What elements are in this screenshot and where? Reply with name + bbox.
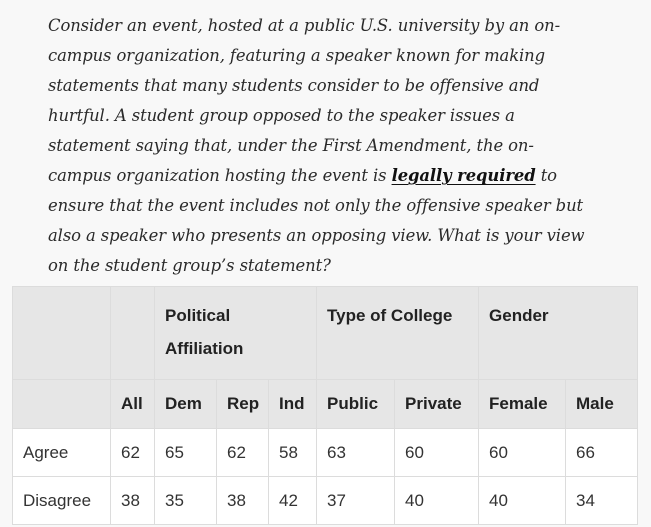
group-header-college: Type of College <box>316 286 480 380</box>
column-header-public: Public <box>316 379 396 429</box>
cell-female: 40 <box>478 476 567 525</box>
cell-public: 37 <box>316 476 396 525</box>
column-header-all: All <box>110 379 155 429</box>
column-header-ind: Ind <box>267 379 318 429</box>
row-label: Agree <box>12 428 111 477</box>
column-header-private: Private <box>394 379 480 429</box>
cell-female: 60 <box>478 428 567 477</box>
cell-public: 63 <box>316 428 396 477</box>
cell-dem: 35 <box>154 476 217 525</box>
table-row-disagree: Disagree 38 35 38 42 37 40 40 34 <box>12 476 639 525</box>
column-header-dem: Dem <box>154 379 217 429</box>
empty-all-group-cell <box>110 286 155 380</box>
cell-male: 34 <box>565 476 639 525</box>
row-label: Disagree <box>12 476 111 525</box>
column-header-female: Female <box>478 379 567 429</box>
cell-ind: 42 <box>267 476 318 525</box>
cell-rep: 38 <box>216 476 269 525</box>
column-header-male: Male <box>565 379 639 429</box>
cell-all: 38 <box>110 476 155 525</box>
cell-private: 40 <box>394 476 480 525</box>
empty-label-header-cell <box>12 379 111 429</box>
cell-rep: 62 <box>216 428 269 477</box>
question-emphasis: legally required <box>391 166 536 185</box>
empty-corner-cell <box>12 286 111 380</box>
results-table: Political Affiliation Type of College Ge… <box>12 286 639 525</box>
question-text-start: Consider an event, hosted at a public U.… <box>48 16 561 185</box>
cell-all: 62 <box>110 428 155 477</box>
cell-ind: 58 <box>267 428 318 477</box>
column-header-row: All Dem Rep Ind Public Private Female Ma… <box>12 379 639 429</box>
group-header-political: Political Affiliation <box>153 286 318 380</box>
table-row-agree: Agree 62 65 62 58 63 60 60 66 <box>12 428 639 477</box>
question-text-end: to ensure that the event includes not on… <box>48 166 585 275</box>
cell-private: 60 <box>394 428 480 477</box>
cell-dem: 65 <box>154 428 217 477</box>
group-header-row: Political Affiliation Type of College Ge… <box>12 286 639 380</box>
group-header-gender: Gender <box>478 286 639 380</box>
cell-male: 66 <box>565 428 639 477</box>
survey-question: Consider an event, hosted at a public U.… <box>48 11 593 281</box>
column-header-rep: Rep <box>216 379 269 429</box>
